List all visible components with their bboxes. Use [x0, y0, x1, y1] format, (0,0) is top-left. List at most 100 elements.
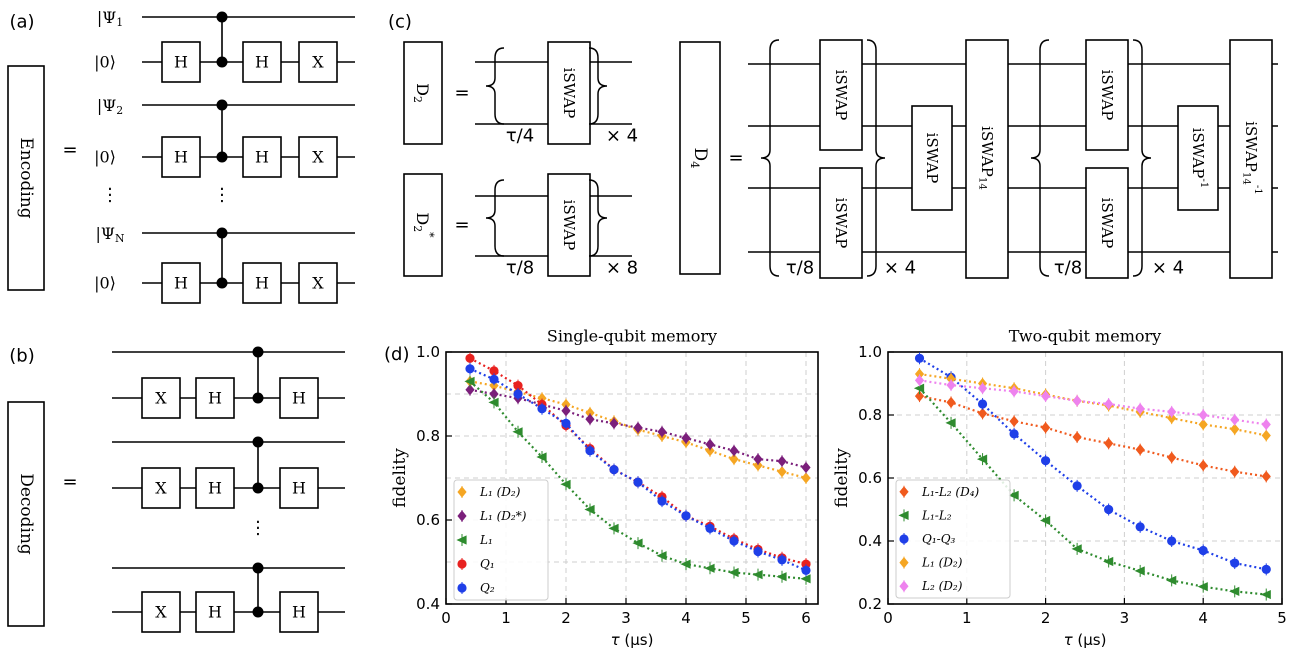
- data-point: [1198, 409, 1208, 421]
- data-point: [914, 368, 925, 380]
- x-gate-label: X: [312, 274, 324, 293]
- input-state-1: |Ψ1: [97, 8, 123, 29]
- ancilla-state-3: |0⟩: [94, 274, 116, 293]
- chart-title: Single-qubit memory: [547, 327, 717, 346]
- hadamard-label: H: [208, 389, 222, 408]
- repeat-label: × 8: [606, 258, 638, 279]
- hadamard-label: H: [208, 603, 222, 622]
- hadamard-label: H: [255, 274, 269, 293]
- data-point: [914, 390, 925, 402]
- legend-entry: L₁ (D₂): [921, 556, 963, 570]
- data-point: [1261, 470, 1271, 483]
- data-point: [729, 445, 739, 457]
- data-point: [537, 404, 547, 414]
- d2-label: D2: [412, 83, 433, 103]
- data-point: [1261, 418, 1271, 431]
- data-point: [705, 438, 715, 450]
- iswap14-label-main: iSWAP: [978, 126, 996, 177]
- panel-label-b: (b): [9, 346, 34, 367]
- hadamard-gate: [161, 136, 201, 178]
- data-point: [914, 353, 925, 363]
- input-state-2: |Ψ2: [97, 96, 123, 117]
- data-point: [913, 383, 925, 393]
- iswap-gate: [547, 173, 591, 277]
- data-point: [681, 432, 691, 444]
- data-point: [489, 374, 499, 384]
- input-state-3-sub: N: [115, 231, 125, 244]
- input-state-1-sub: 1: [116, 15, 123, 28]
- two-qubit-chart: Two-qubit memory 0 1 2 3 4 5 0.2 0.4 0.6 0.8 1.0 τ (…: [832, 327, 1287, 650]
- legend-entry: Q₁-Q₃: [922, 532, 956, 546]
- data-point: [1008, 490, 1019, 500]
- vertical-dots: ⋮: [101, 185, 119, 206]
- series-line: [469, 367, 807, 572]
- data-point: [1135, 522, 1145, 532]
- data-point: [801, 559, 811, 569]
- input-state-2-main: |Ψ: [97, 96, 116, 115]
- x-axis-label: τ (μs): [611, 631, 654, 649]
- legend-entry: L₁: [479, 533, 493, 547]
- data-point: [777, 455, 787, 467]
- control-dot: [216, 99, 228, 111]
- data-point: [1041, 390, 1051, 402]
- legend-box: [453, 479, 549, 601]
- x-tick-label: 3: [1120, 609, 1130, 627]
- decoding-label: Decoding: [16, 473, 36, 555]
- series-line: [469, 357, 807, 566]
- iswap-inv-label-sup: -1: [1199, 178, 1210, 188]
- hadamard-gate: [195, 591, 235, 633]
- x-gate: [141, 377, 181, 419]
- data-point: [729, 453, 739, 465]
- hadamard-label: H: [292, 603, 306, 622]
- hadamard-gate: [195, 377, 235, 419]
- data-point: [609, 417, 619, 429]
- data-point: [946, 373, 956, 385]
- x-gate-label: X: [155, 389, 167, 408]
- d4-label-sub: 4: [688, 161, 702, 168]
- data-point: [657, 496, 667, 506]
- data-point: [1135, 403, 1145, 415]
- data-point: [899, 534, 909, 544]
- x-tick-label: 5: [1277, 609, 1287, 627]
- legend-entry: L₁-L₂: [921, 508, 952, 522]
- d4-label-main: D: [690, 148, 710, 162]
- iswap-gate: [1085, 167, 1129, 279]
- y-axis-label: fidelity: [832, 448, 852, 508]
- hadamard-gate: [279, 467, 319, 509]
- data-point: [914, 374, 925, 386]
- data-point: [800, 574, 811, 584]
- data-point: [1040, 515, 1051, 526]
- legend-box: [895, 479, 1011, 599]
- data-point: [536, 452, 547, 462]
- iswap14-inv-label-sub: 14: [1241, 172, 1252, 185]
- iswap14-label: iSWAP14: [977, 126, 996, 190]
- data-point: [729, 536, 739, 546]
- repeat-label: × 4: [606, 126, 638, 147]
- data-point: [1230, 558, 1240, 568]
- data-point: [513, 389, 523, 399]
- data-point: [1167, 451, 1177, 464]
- data-point: [680, 559, 691, 569]
- series-line: [919, 395, 1267, 478]
- data-point: [1041, 422, 1051, 434]
- x-gate: [141, 591, 181, 633]
- data-point: [585, 407, 595, 419]
- data-point: [1198, 418, 1208, 431]
- data-point: [609, 465, 619, 475]
- repeat-label: × 4: [884, 258, 916, 279]
- data-point: [1230, 466, 1240, 478]
- chart-title: Two-qubit memory: [1009, 327, 1161, 346]
- data-point: [1009, 429, 1019, 439]
- data-point: [899, 580, 909, 592]
- data-point: [1198, 459, 1208, 471]
- x-axis-label: τ (μs): [1064, 631, 1107, 649]
- control-dot: [252, 436, 264, 448]
- hadamard-gate: [279, 591, 319, 633]
- data-point: [777, 555, 787, 565]
- control-dot: [216, 151, 228, 163]
- data-point: [753, 459, 763, 471]
- legend-entry: Q₂: [480, 581, 495, 595]
- data-point: [1167, 536, 1177, 546]
- d2-box: [403, 41, 443, 145]
